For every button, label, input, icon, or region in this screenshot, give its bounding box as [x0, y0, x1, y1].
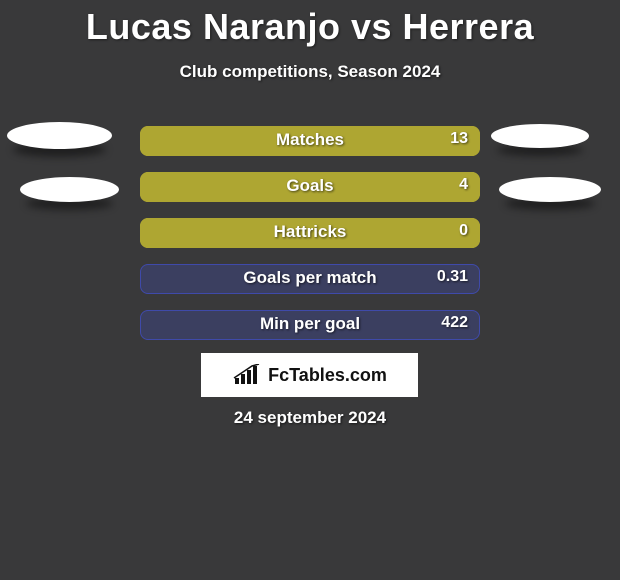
stat-row: Goals4 — [0, 164, 620, 210]
brand-box: FcTables.com — [201, 353, 418, 397]
stat-value: 13 — [450, 130, 468, 148]
stat-value: 4 — [459, 176, 468, 194]
stat-value: 422 — [441, 314, 468, 332]
page-title: Lucas Naranjo vs Herrera — [0, 0, 620, 48]
stat-value: 0.31 — [437, 268, 468, 286]
brand-chart-icon — [232, 364, 262, 386]
stat-row: Goals per match0.31 — [0, 256, 620, 302]
stat-label: Goals per match — [140, 268, 480, 288]
stat-row: Hattricks0 — [0, 210, 620, 256]
stat-row: Min per goal422 — [0, 302, 620, 348]
stat-label: Hattricks — [140, 222, 480, 242]
stat-label: Matches — [140, 130, 480, 150]
stat-label: Goals — [140, 176, 480, 196]
stat-label: Min per goal — [140, 314, 480, 334]
stat-value: 0 — [459, 222, 468, 240]
stats-rows: Matches13Goals4Hattricks0Goals per match… — [0, 118, 620, 348]
stat-row: Matches13 — [0, 118, 620, 164]
date-line: 24 september 2024 — [0, 408, 620, 428]
page-subtitle: Club competitions, Season 2024 — [0, 62, 620, 82]
brand-text: FcTables.com — [268, 365, 387, 386]
